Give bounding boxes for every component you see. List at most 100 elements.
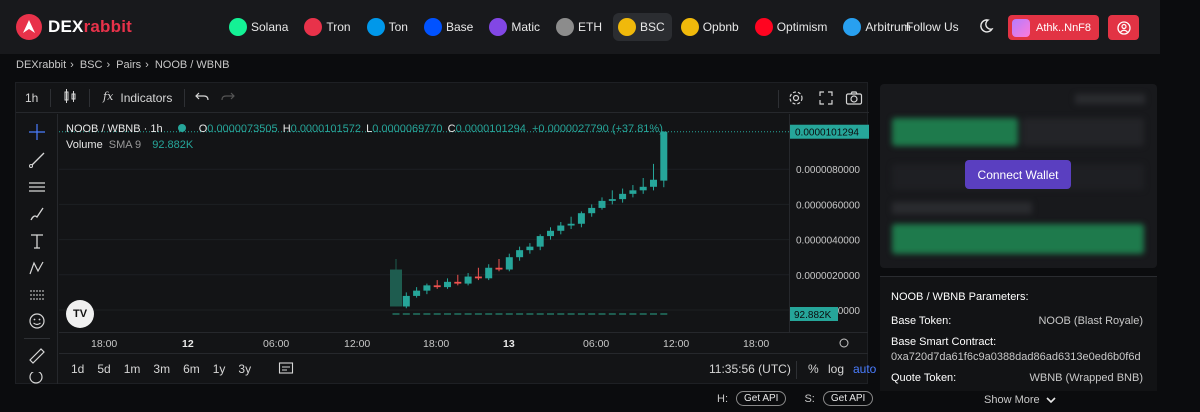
candle-body[interactable] [433, 285, 441, 288]
candle-body[interactable] [526, 246, 534, 251]
range-button-1m[interactable]: 1m [123, 362, 141, 376]
api-h-label: H: [717, 392, 728, 405]
drawing-toolbar [16, 114, 58, 384]
range-button-1y[interactable]: 1y [212, 362, 226, 376]
auto-scale-toggle[interactable]: auto [853, 362, 877, 376]
contract-address[interactable]: 0xa720d7da61f6c9a0388dad86ad6313e0ed6b0f… [891, 351, 1141, 363]
candle-body[interactable] [577, 213, 585, 224]
chain-label: Solana [251, 20, 289, 34]
follow-us-link[interactable]: Follow Us [906, 20, 959, 34]
tradingview-logo[interactable]: TV [66, 300, 94, 328]
horizontal-lines-icon[interactable] [27, 177, 47, 197]
candle-body[interactable] [454, 281, 462, 284]
candle-body[interactable] [588, 207, 596, 214]
connect-wallet-button[interactable]: Connect Wallet [965, 160, 1071, 189]
candle-body[interactable] [495, 267, 503, 270]
chain-tab-ton[interactable]: Ton [362, 13, 415, 41]
range-button-1d[interactable]: 1d [71, 362, 85, 376]
utc-clock[interactable]: 11:35:56 (UTC) [709, 362, 791, 376]
candle-body[interactable] [390, 269, 402, 307]
chain-tab-eth[interactable]: ETH [551, 13, 609, 41]
candle-body[interactable] [536, 236, 544, 247]
candle-body[interactable] [444, 281, 451, 288]
chain-tab-solana[interactable]: Solana [224, 13, 295, 41]
log-scale-toggle[interactable]: log [828, 362, 845, 376]
chevron-right-icon: › [106, 59, 111, 71]
redo-icon[interactable] [221, 89, 236, 106]
volume-label[interactable]: Volume [66, 139, 103, 151]
calendar-range-icon[interactable] [278, 361, 294, 378]
camera-screenshot-icon[interactable] [845, 90, 863, 109]
candle-type-icon[interactable] [63, 88, 77, 107]
symbol-title[interactable]: NOOB / WBNB · 1h [66, 123, 163, 135]
range-button-5d[interactable]: 5d [97, 362, 111, 376]
time-tick-label: 06:00 [583, 338, 609, 350]
candle-body[interactable] [598, 200, 606, 208]
chain-tab-base[interactable]: Base [419, 13, 480, 41]
chain-tab-tron[interactable]: Tron [299, 13, 357, 41]
volume-bar [567, 313, 575, 315]
trend-line-icon[interactable] [27, 150, 47, 170]
range-button-3m[interactable]: 3m [153, 362, 171, 376]
chain-tab-arbitrum[interactable]: Arbitrum [838, 13, 917, 41]
logo[interactable]: DEXrabbit [14, 12, 224, 42]
chain-tab-opbnb[interactable]: Opbnb [676, 13, 746, 41]
time-axis[interactable]: 18:00 12 06:00 12:00 18:00 13 06:00 12:00 18:00 [59, 332, 868, 352]
range-button-3y[interactable]: 3y [238, 362, 252, 376]
candle-body[interactable] [639, 186, 647, 191]
candle-body[interactable] [402, 295, 410, 307]
candle-body[interactable] [516, 250, 524, 258]
breadcrumb-item-pair: NOOB / WBNB [154, 59, 230, 71]
breadcrumb-item-pairs[interactable]: Pairs [116, 59, 142, 71]
get-api-button-h[interactable]: Get API [736, 391, 787, 406]
undo-icon[interactable] [195, 89, 209, 106]
svg-text:fx: fx [102, 90, 114, 103]
crosshair-icon[interactable] [27, 122, 47, 142]
candle-body[interactable] [660, 131, 668, 181]
candle-body[interactable] [485, 267, 493, 279]
contract-label: Base Smart Contract: [891, 336, 997, 348]
candle-body[interactable] [505, 257, 513, 270]
ruler-icon[interactable] [27, 346, 47, 366]
time-axis-settings-icon[interactable] [839, 338, 849, 348]
candle-body[interactable] [629, 190, 637, 194]
page-scrollbar[interactable] [1160, 0, 1200, 412]
breadcrumb-item-chain[interactable]: BSC [79, 59, 103, 71]
candle-body[interactable] [557, 225, 565, 231]
profile-button[interactable] [1108, 15, 1139, 40]
candle-body[interactable] [413, 290, 421, 296]
breadcrumb-item-home[interactable]: DEXrabbit [16, 59, 67, 71]
chain-tab-bsc[interactable]: BSC [613, 13, 672, 41]
range-button-6m[interactable]: 6m [183, 362, 200, 376]
dark-mode-toggle-icon[interactable] [978, 18, 994, 34]
candle-body[interactable] [619, 193, 627, 200]
pattern-tool-icon[interactable] [27, 258, 47, 278]
show-more-button[interactable]: Show More [984, 394, 1056, 406]
chain-tab-optimism[interactable]: Optimism [750, 13, 835, 41]
fullscreen-icon[interactable] [818, 90, 834, 109]
interval-selector[interactable]: 1h [25, 90, 39, 105]
measure-tool-icon[interactable] [27, 285, 47, 305]
candlestick-plot[interactable] [59, 114, 789, 332]
candle-body[interactable] [608, 199, 616, 201]
settings-gear-icon[interactable] [788, 90, 804, 109]
brush-icon[interactable] [27, 204, 47, 224]
candle-body[interactable] [567, 223, 575, 226]
percent-scale-toggle[interactable]: % [808, 362, 819, 376]
indicators-icon[interactable]: fx [102, 89, 116, 106]
candle-body[interactable] [474, 276, 482, 279]
candle-body[interactable] [547, 230, 554, 237]
volume-bar [639, 313, 647, 315]
text-tool-icon[interactable] [27, 231, 47, 251]
indicators-button[interactable]: Indicators [120, 90, 173, 105]
api-links: H: Get API S: Get API [717, 391, 874, 406]
emoji-icon[interactable] [27, 311, 47, 331]
candle-body[interactable] [650, 179, 657, 187]
zoom-icon[interactable] [27, 372, 47, 384]
candle-body[interactable] [464, 276, 472, 284]
chain-tab-matic[interactable]: Matic [484, 13, 547, 41]
get-api-button-s[interactable]: Get API [822, 391, 874, 406]
wallet-account-button[interactable]: Athk..NnF8 [1008, 15, 1099, 40]
candle-body[interactable] [423, 285, 431, 291]
price-axis[interactable]: 0.0000080000 0.0000060000 0.0000040000 0.00… [789, 114, 869, 347]
